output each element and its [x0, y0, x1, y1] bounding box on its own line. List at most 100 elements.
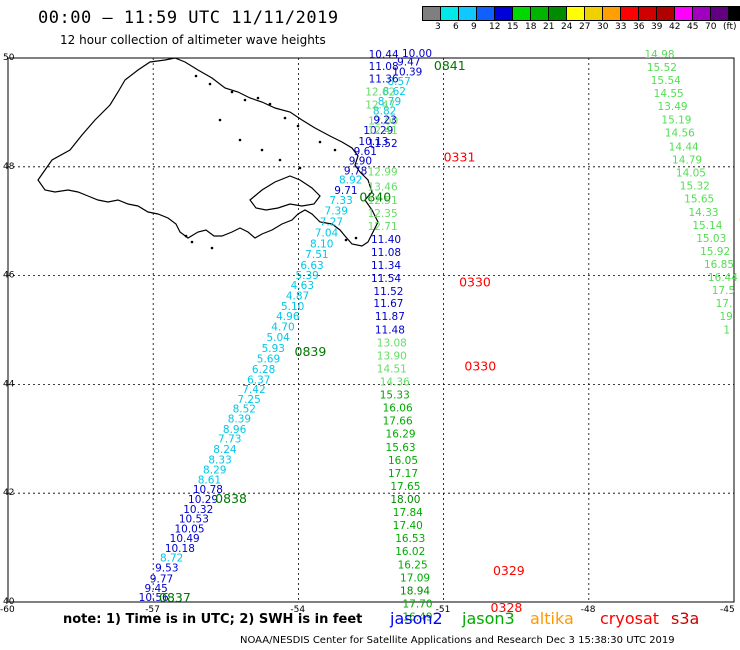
island-dot — [268, 102, 272, 106]
wave-height-label: 10.56 — [139, 592, 169, 604]
wave-height-label: 6.63 — [300, 260, 323, 272]
island-dot — [256, 96, 260, 100]
wave-height-label: 9.90 — [349, 156, 372, 168]
wave-height-label: 10.29 — [363, 125, 393, 137]
wave-height-label: 5.39 — [295, 270, 318, 282]
wave-height-label: 15.32 — [680, 181, 710, 193]
wave-height-label: 8.96 — [223, 424, 247, 436]
wave-height-label: 9.77 — [150, 573, 173, 585]
wave-height-label: 4.63 — [291, 280, 314, 292]
legend-entry: altika — [530, 609, 574, 628]
track-jason3: 10.4411.0811.3612.6212.479.2312.4111.521… — [365, 49, 432, 623]
legend-entry: s3a — [671, 609, 700, 628]
wave-height-label: 16.53 — [395, 533, 425, 545]
wave-height-label: 14.79 — [672, 155, 702, 167]
pass-time-label: 0840 — [359, 190, 391, 205]
wave-height-label: 17.70 — [402, 598, 432, 610]
pass-time-label: 0329 — [493, 563, 525, 578]
colorbar-label: 12 — [489, 22, 501, 32]
wave-height-label: 5.69 — [257, 354, 280, 366]
colorbar-label: 33 — [615, 22, 627, 32]
wave-height-label: 10.13 — [358, 136, 388, 148]
colorbar-label: 36 — [633, 22, 645, 32]
track-altika: 0 — [739, 212, 740, 227]
wave-height-label: 9.23 — [373, 114, 396, 126]
colorbar-label: 70 — [705, 22, 717, 32]
legend-entry: cryosat — [600, 609, 660, 628]
wave-height-label: 18.00 — [390, 494, 420, 506]
wave-height-label: 19 — [719, 311, 732, 323]
wave-height-label: 8.61 — [198, 474, 221, 486]
colorbar-label: 15 — [507, 22, 519, 32]
wave-height-label: 12.47 — [365, 100, 395, 112]
island-dot — [298, 166, 302, 170]
wave-height-label: 4.70 — [271, 322, 294, 334]
colorbar-label: (ft) — [723, 22, 737, 32]
wave-height-label: 12.71 — [368, 221, 398, 233]
lat-tick-label: 40 — [3, 597, 15, 607]
wave-height-label: 10.00 — [402, 48, 432, 60]
wave-height-label: 15.33 — [380, 390, 410, 402]
wave-height-label: 7.73 — [218, 434, 241, 446]
wave-height-label: 14.56 — [665, 127, 695, 139]
lat-tick-label: 48 — [3, 162, 15, 172]
island-dot — [260, 148, 264, 152]
track-cryosat: 0331 0330 0330 0329 0328 — [444, 149, 525, 614]
wave-height-label: 9.71 — [334, 185, 357, 197]
lon-tick-label: -45 — [720, 605, 735, 615]
wave-height-label: 11.52 — [368, 138, 398, 150]
wave-height-label: 9.78 — [344, 165, 367, 177]
wave-height-colorbar — [422, 6, 740, 21]
wave-height-label: 14.51 — [377, 363, 407, 375]
wave-height-label: 7.39 — [325, 206, 348, 218]
lat-tick-label: 46 — [3, 271, 15, 281]
wave-height-label: 11.36 — [369, 73, 399, 85]
colorbar-label: 21 — [543, 22, 555, 32]
colorbar-label: 6 — [453, 22, 459, 32]
wave-height-label: 10.39 — [392, 66, 422, 78]
wave-height-label: 15.14 — [692, 220, 722, 232]
wave-height-label: 16.44 — [708, 272, 738, 284]
pass-time-label: 0 — [739, 212, 740, 227]
wave-height-label: 7.42 — [242, 384, 265, 396]
wave-height-label: 11.40 — [371, 234, 401, 246]
wave-height-label: 15.65 — [684, 194, 714, 206]
wave-height-label: 8.72 — [160, 553, 183, 565]
wave-height-label: 10.49 — [170, 533, 200, 545]
wave-height-label: 15.63 — [386, 442, 416, 454]
wave-height-label: 17. — [716, 298, 733, 310]
lon-tick-label: -48 — [581, 605, 596, 615]
colorbar-label: 42 — [669, 22, 681, 32]
wave-height-label: 16.02 — [395, 546, 425, 558]
wave-height-label: 5.93 — [262, 343, 285, 355]
island-dot — [218, 118, 222, 122]
wave-height-label: 7.51 — [305, 249, 328, 261]
wave-height-label: 17.65 — [390, 481, 420, 493]
colorbar-labels: 3 6 9 12 15 18 21 24 27 30 33 36 39 42 45 70 (ft) — [422, 22, 740, 34]
wave-height-label: 15.03 — [696, 233, 726, 245]
wave-height-label: 8.62 — [383, 86, 406, 98]
legend-entry: jason2 — [390, 609, 443, 628]
pass-time-label: 0331 — [444, 149, 476, 164]
colorbar-label: 27 — [579, 22, 591, 32]
wave-height-label: 16.29 — [386, 429, 416, 441]
wave-height-label: 8.33 — [208, 454, 231, 466]
wave-height-label: 16.06 — [383, 403, 413, 415]
colorbar-label: 30 — [597, 22, 609, 32]
pass-time-label: 0839 — [295, 344, 327, 359]
wave-height-label: 14.55 — [654, 88, 684, 100]
wave-height-label: 13.08 — [377, 337, 407, 349]
wave-height-label: 17.09 — [400, 572, 430, 584]
island-dot — [194, 74, 198, 78]
wave-height-label: 12.62 — [365, 87, 395, 99]
wave-height-label: 15.92 — [700, 246, 730, 258]
wave-height-label: 11.87 — [375, 311, 405, 323]
wave-height-label: 15.54 — [651, 75, 681, 87]
colorbar-label: 24 — [561, 22, 573, 32]
colorbar-label: 45 — [687, 22, 699, 32]
wave-height-label: 7.04 — [315, 227, 339, 239]
island-dot — [243, 98, 247, 102]
wave-height-label: 12.00 — [368, 115, 398, 127]
wave-height-label: 12.41 — [368, 125, 398, 137]
